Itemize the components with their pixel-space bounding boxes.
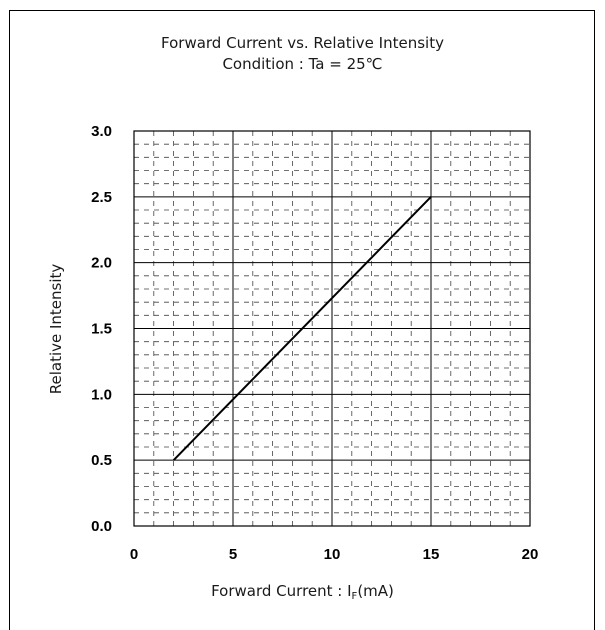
x-tick-label: 0 bbox=[130, 546, 138, 563]
y-tick-label: 2.0 bbox=[91, 255, 112, 272]
minor-grid bbox=[134, 131, 530, 526]
x-tick-label: 5 bbox=[229, 546, 237, 563]
x-axis-label-unit: (mA) bbox=[357, 582, 394, 600]
y-tick-label: 2.5 bbox=[91, 189, 112, 206]
series-line bbox=[172, 196, 432, 461]
series-group bbox=[172, 196, 432, 461]
x-tick-labels: 0 5 10 15 20 bbox=[130, 546, 539, 563]
y-tick-label: 3.0 bbox=[91, 123, 112, 140]
x-tick-label: 10 bbox=[324, 546, 341, 563]
y-tick-label: 1.0 bbox=[91, 386, 112, 403]
major-grid bbox=[134, 131, 530, 526]
y-axis-label: Relative Intensity bbox=[47, 263, 65, 395]
x-axis-label: Forward Current : IF(mA) bbox=[0, 582, 605, 602]
plot-border bbox=[133, 130, 531, 527]
x-tick-label: 15 bbox=[423, 546, 440, 563]
x-axis-label-main: Forward Current : I bbox=[211, 582, 352, 600]
x-axis-label-subscript: F bbox=[351, 591, 358, 602]
y-tick-labels: 0.0 0.5 1.0 1.5 2.0 2.5 3.0 bbox=[91, 123, 112, 535]
y-tick-label: 1.5 bbox=[91, 321, 112, 338]
x-tick-label: 20 bbox=[522, 546, 539, 563]
y-tick-label: 0.5 bbox=[91, 452, 112, 469]
chart-title: Forward Current vs. Relative Intensity bbox=[161, 34, 444, 52]
figure-frame bbox=[9, 10, 595, 630]
chart-subtitle: Condition : Ta = 25℃ bbox=[222, 55, 383, 73]
y-tick-label: 0.0 bbox=[91, 518, 112, 535]
